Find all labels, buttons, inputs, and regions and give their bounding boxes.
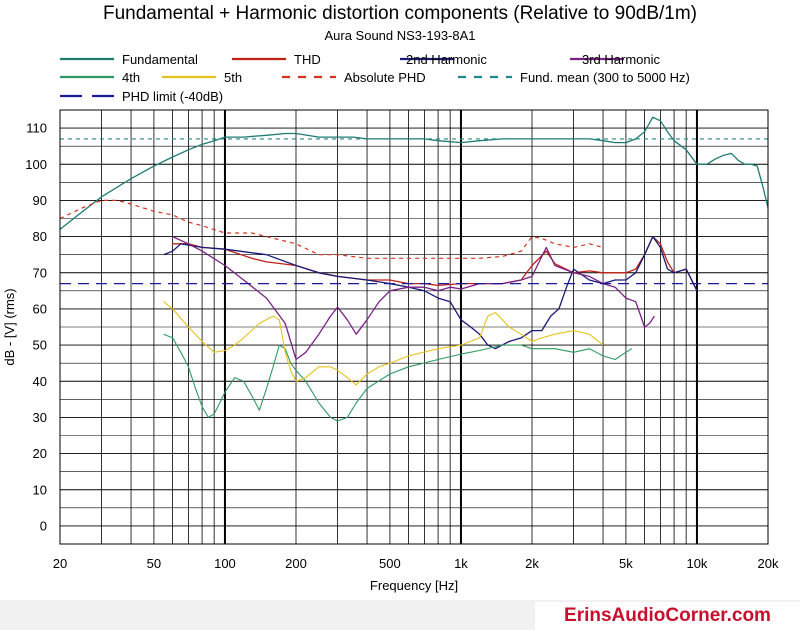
- x-tick-label: 20: [53, 556, 67, 571]
- series-4th-line: [163, 333, 633, 422]
- x-tick-label: 500: [379, 556, 401, 571]
- grid: [59, 110, 769, 544]
- legend-label-absolute-phd: Absolute PHD: [344, 70, 426, 85]
- y-tick-label: 100: [25, 157, 47, 172]
- y-tick-label: 70: [33, 265, 47, 280]
- legend: Fundamental THD 2nd Harmonic 3rd Harmonic 4t…: [60, 52, 690, 104]
- y-tick-label: 30: [33, 410, 47, 425]
- x-tick-label: 5k: [619, 556, 633, 571]
- legend-label-3rd-harmonic: 3rd Harmonic: [582, 52, 661, 67]
- series-5th-line: [163, 301, 604, 386]
- x-tick-label: 100: [214, 556, 236, 571]
- y-tick-label: 10: [33, 482, 47, 497]
- legend-label-2nd-harmonic: 2nd Harmonic: [406, 52, 487, 67]
- y-tick-label: 90: [33, 193, 47, 208]
- x-tick-label: 200: [285, 556, 307, 571]
- x-tick-label: 2k: [525, 556, 539, 571]
- y-tick-label: 60: [33, 301, 47, 316]
- y-tick-label: 110: [26, 121, 47, 136]
- x-tick-label: 20k: [758, 556, 779, 571]
- y-tick-labels: 0 10 20 30 40 50 60 70 80 90 100 110: [25, 121, 47, 534]
- plot-frame: [59, 109, 769, 545]
- y-tick-label: 40: [33, 374, 47, 389]
- y-tick-label: 50: [33, 338, 47, 353]
- x-axis-label: Frequency [Hz]: [370, 578, 458, 593]
- legend-label-fundamental: Fundamental: [122, 52, 198, 67]
- y-tick-label: 80: [33, 229, 47, 244]
- y-tick-label: 0: [40, 518, 47, 533]
- footer-brand-box: ErinsAudioCorner.com: [535, 602, 800, 630]
- series-3rd-harmonic-line: [172, 236, 655, 361]
- x-tick-label: 1k: [454, 556, 468, 571]
- x-tick-label: 10k: [686, 556, 707, 571]
- y-tick-label: 20: [33, 446, 47, 461]
- legend-label-4th: 4th: [122, 70, 140, 85]
- chart-title: Fundamental + Harmonic distortion compon…: [103, 3, 697, 24]
- legend-label-thd: THD: [294, 52, 321, 67]
- legend-label-fund-mean-300-to-5000-hz: Fund. mean (300 to 5000 Hz): [520, 70, 690, 85]
- chart-subtitle: Aura Sound NS3-193-8A1: [324, 28, 475, 43]
- footer-brand: ErinsAudioCorner.com: [564, 605, 771, 626]
- x-tick-labels: 20 50 100 200 500 1k 2k 5k 10k 20k: [53, 556, 779, 571]
- x-tick-label: 50: [147, 556, 161, 571]
- legend-label-phd-limit-40db: PHD limit (-40dB): [122, 89, 223, 104]
- legend-label-5th: 5th: [224, 70, 242, 85]
- series-group: [59, 116, 769, 422]
- distortion-chart: Fundamental + Harmonic distortion compon…: [2, 3, 779, 593]
- y-axis-label: dB - [V] (rms): [2, 288, 17, 365]
- series-absolute-phd-line: [59, 199, 604, 259]
